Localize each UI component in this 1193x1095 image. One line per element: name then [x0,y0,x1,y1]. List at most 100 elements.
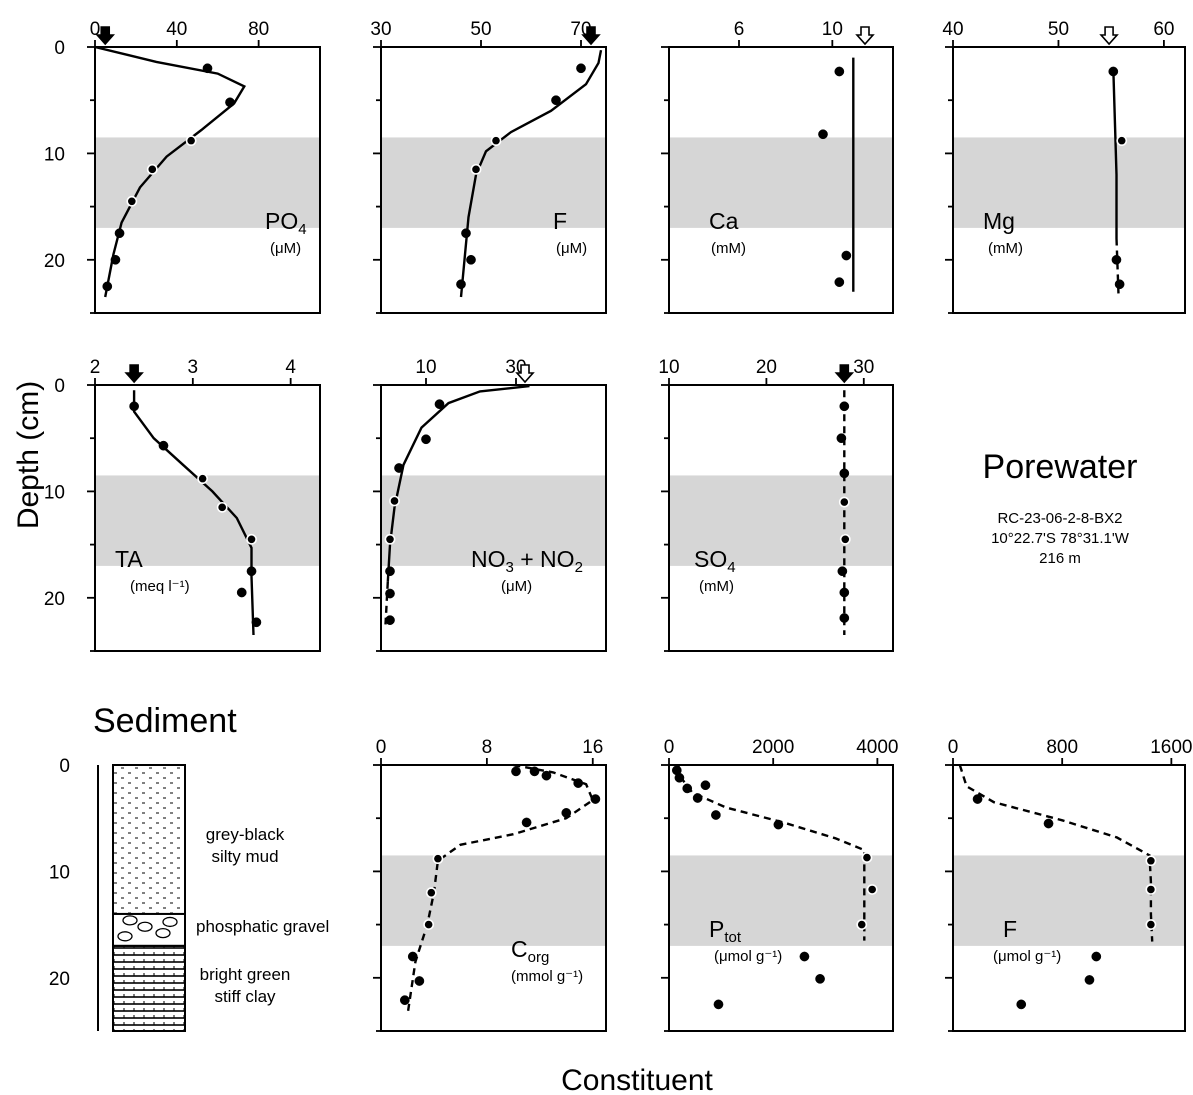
data-point [839,468,850,479]
data-point [576,63,586,74]
data-point [197,473,209,485]
data-point [1111,254,1122,265]
shaded-interval [669,137,893,228]
plot-frame [668,46,894,314]
panel-units: (mM) [711,240,746,257]
data-point [836,433,847,444]
x-tick-label: 40 [166,19,187,40]
data-point [1084,975,1095,985]
panel-units: (meq l⁻¹) [130,578,190,595]
panel-label: Ptot [709,916,742,946]
gravel-clast [137,921,153,932]
plot-frame [380,384,607,652]
data-point [815,974,825,984]
data-point [129,401,139,412]
bottom-water-arrow-icon [1099,26,1119,46]
data-point [674,772,685,783]
label-base: PO [265,208,298,234]
label-subscript: org [528,949,550,966]
plot-frame [380,46,607,314]
data-point [399,995,410,1005]
panel-1: 0 40 80 0 10 20 PO4 (μM) [44,19,321,314]
panel-5: 2 3 4 0 10 20 TA (meq l⁻¹) [44,357,321,652]
data-point [384,533,396,545]
x-tick-label: 10 [415,357,436,378]
y-tick-label: 10 [44,144,65,165]
data-point [839,613,850,623]
y-tick-label: 20 [44,251,65,272]
data-point [425,887,437,899]
lithology-label: stiff clay [214,987,276,1006]
bottom-water-arrow-icon [581,26,601,46]
data-point [434,399,445,410]
panel-4: 40 50 60 Mg (mM) [942,19,1186,314]
shaded-interval [381,855,606,946]
x-tick-label: 0 [376,737,387,758]
data-point [856,919,868,930]
panel-units: (mmol g⁻¹) [511,968,583,985]
lithology-label: phosphatic gravel [196,917,329,936]
bottom-water-arrow-icon [515,364,535,384]
gravel-clast [155,927,171,939]
data-point [713,999,724,1010]
panel-label: F [553,208,567,234]
data-point [692,793,703,803]
x-axis-label: Constituent [561,1064,713,1095]
x-tick-label: 10 [658,357,679,378]
data-point [521,817,532,828]
data-point [423,919,435,930]
lithology-label: silty mud [211,847,278,866]
shaded-interval [95,475,320,566]
data-point [407,951,418,962]
x-tick-label: 2 [90,357,101,378]
data-point [389,495,400,507]
data-point [818,129,828,140]
data-point [541,770,552,781]
label-subscript: 4 [727,559,735,576]
data-point [866,884,878,895]
panel-units: (μM) [501,578,532,595]
panel-units: (μmol g⁻¹) [714,948,782,965]
x-tick-label: 80 [248,19,269,40]
station-coordinates: 10°22.7'S 78°31.1'W [991,530,1130,547]
panel-7: 10 20 30 SO4 (mM) [658,357,894,652]
x-tick-label: 2000 [752,737,794,758]
label-subscript: 2 [575,559,583,576]
data-point [421,434,431,445]
x-tick-label: 16 [582,737,603,758]
shaded-interval [669,475,893,566]
data-point [834,66,845,77]
x-tick-label: 0 [90,19,101,40]
data-point [1145,884,1157,895]
panel-10: 0 800 1600 F (μmol g⁻¹) [945,737,1192,1032]
panel-label: NO3 + NO2 [471,546,583,576]
data-point [861,852,873,863]
sediment-title: Sediment [93,702,237,740]
x-tick-label: 1600 [1150,737,1192,758]
data-point [1145,919,1157,930]
data-point [158,440,169,451]
plot-frame [668,384,894,652]
label-base: C [511,936,528,962]
plot-frame [668,764,894,1032]
gravel-clast [117,931,133,942]
panel-2: 30 50 70F(μM) [370,19,607,314]
data-point [202,63,213,74]
plot-frame [380,764,607,1032]
x-tick-label: 10 [822,19,843,40]
x-tick-label: 0 [664,737,675,758]
data-point [102,281,113,292]
x-tick-label: 50 [1048,19,1069,40]
data-point [146,163,158,175]
plot-frame [94,384,321,652]
profile-curve [1112,68,1118,239]
data-point [773,819,784,830]
y-tick-label: 10 [49,862,70,883]
label-base: P [709,916,724,942]
x-tick-label: 8 [482,737,493,758]
panel-units: (μmol g⁻¹) [993,948,1061,965]
x-tick-label: 0 [948,737,959,758]
plot-frame [952,46,1186,314]
y-tick-label: 0 [54,376,65,397]
